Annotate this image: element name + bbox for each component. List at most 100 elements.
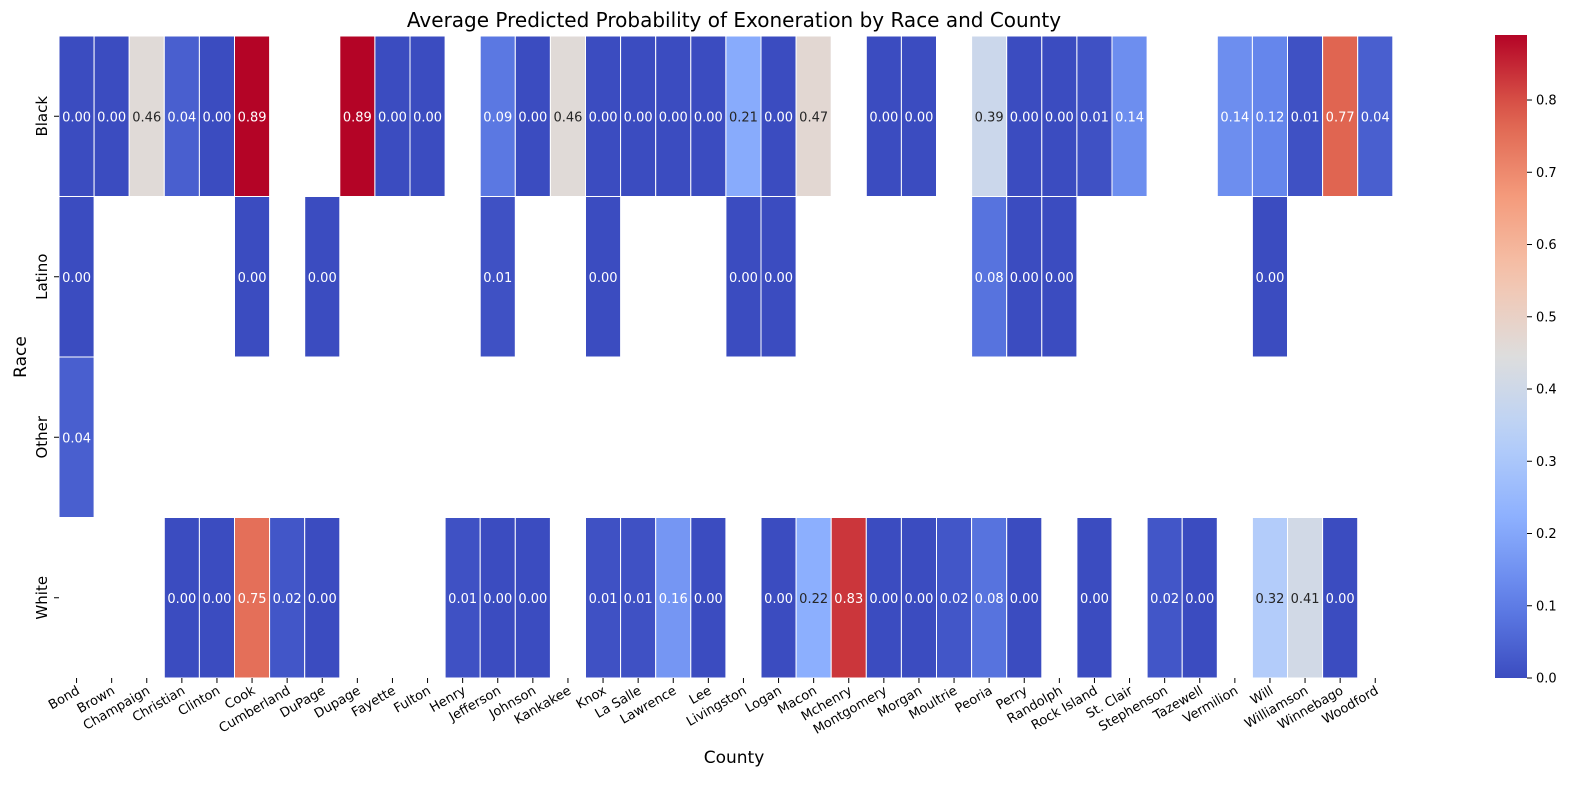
cell-value-label: 0.00 [167,592,196,607]
colorbar-gradient [1495,35,1527,678]
cell-value-label: 0.21 [729,110,758,125]
cell-value-label: 0.00 [694,110,723,125]
colorbar-tick-label: 0.4 [1536,383,1557,398]
cell-value-label: 0.02 [940,592,969,607]
heatmap-cell [1251,35,1289,197]
cell-value-label: 0.00 [869,592,898,607]
cell-value-label: 0.00 [97,110,126,125]
cell-value-label: 0.41 [1291,592,1320,607]
heatmap-cell [1251,517,1289,679]
heatmap-cell [1041,196,1078,358]
heatmap-cell [585,196,622,358]
y-axis-label: Race [11,336,31,378]
cell-value-label: 0.00 [764,110,793,125]
cell-value-label: 0.00 [659,110,688,125]
heatmap-cell [795,35,832,197]
cell-value-label: 0.89 [238,110,267,125]
heatmap-cell [514,517,551,679]
colorbar-tick-label: 0.0 [1536,672,1557,687]
heatmap-cell [479,35,516,197]
heatmap-cell [339,35,376,197]
heatmap-cell [760,196,797,358]
y-tick-label: White [33,576,51,620]
heatmap-cells: 0.00 0.00 0.46 0.04 0.00 0.89 0.89 0.00 0.00 0.09… [58,35,1394,679]
cell-value-label: 0.77 [1326,110,1355,125]
cell-value-label: 0.00 [1010,271,1039,286]
heatmap-cell [304,196,341,358]
heatmap-cell [690,517,727,679]
cell-value-label: 0.01 [1080,110,1109,125]
heatmap-cell [900,35,938,197]
cell-value-label: 0.02 [1150,592,1179,607]
colorbar-tick-label: 0.5 [1536,310,1557,325]
cell-value-label: 0.00 [202,592,231,607]
cell-value-label: 0.01 [1291,110,1320,125]
cell-value-label: 0.00 [1010,110,1039,125]
heatmap-cell [409,35,446,197]
heatmap-cell [58,35,95,197]
cell-value-label: 0.00 [1326,592,1355,607]
x-tick-label: Peoria [953,683,995,716]
x-tick-label: Fulton [391,683,433,716]
cell-value-label: 0.00 [764,271,793,286]
cell-value-label: 0.14 [1220,110,1249,125]
heatmap-cell [479,196,516,358]
heatmap-cell [936,517,973,679]
heatmap-cell [304,517,341,679]
heatmap-cell [549,35,587,197]
cell-value-label: 0.89 [343,110,372,125]
cell-value-label: 0.00 [589,271,618,286]
cell-value-label: 0.00 [694,592,723,607]
heatmap-cell [1181,517,1218,679]
heatmap-cell [58,356,95,518]
cell-value-label: 0.01 [448,592,477,607]
cell-value-label: 0.09 [483,110,512,125]
heatmap-cell [128,35,165,197]
colorbar-tick-label: 0.3 [1536,455,1557,470]
cell-value-label: 0.08 [975,592,1004,607]
cell-value-label: 0.00 [869,110,898,125]
cell-value-label: 0.02 [273,592,302,607]
heatmap-cell [971,196,1008,358]
cell-value-label: 0.46 [132,110,161,125]
y-tick-label: Latino [33,254,51,300]
cell-value-label: 0.00 [904,592,933,607]
cell-value-label: 0.00 [589,110,618,125]
heatmap-cell [760,517,797,679]
cell-value-label: 0.01 [483,271,512,286]
cell-value-label: 0.01 [589,592,618,607]
cell-value-label: 0.08 [975,271,1004,286]
cell-value-label: 0.00 [62,271,91,286]
cell-value-label: 0.32 [1255,592,1284,607]
heatmap-cell [234,35,271,197]
cell-value-label: 0.39 [975,110,1004,125]
heatmap-cell [444,517,481,679]
heatmap-cell [1287,35,1324,197]
cell-value-label: 0.22 [799,592,828,607]
heatmap-cell [1322,517,1359,679]
cell-value-label: 0.00 [729,271,758,286]
heatmap-cell [198,35,235,197]
cell-value-label: 0.00 [1080,592,1109,607]
cell-value-label: 0.00 [378,110,407,125]
cell-value-label: 0.00 [518,110,547,125]
heatmap-cell [1006,35,1043,197]
cell-value-label: 0.01 [624,592,653,607]
cell-value-label: 0.75 [238,592,267,607]
heatmap-cell [865,35,902,197]
heatmap-cell [865,517,902,679]
heatmap-cell [1216,35,1253,197]
x-axis-label: County [704,748,765,768]
chart-title: Average Predicted Probability of Exonera… [407,8,1061,32]
heatmap-cell [971,35,1008,197]
colorbar: 0.0 0.1 0.2 0.3 0.4 0.5 0.6 0.7 0.8 [1495,35,1557,687]
y-tick-label: Black [33,96,51,137]
cell-value-label: 0.00 [202,110,231,125]
cell-value-label: 0.00 [1045,271,1074,286]
y-axis: Black Latino Other White [33,96,59,620]
colorbar-tick-label: 0.1 [1536,599,1557,614]
heatmap-cell [725,196,762,358]
colorbar-tick-label: 0.2 [1536,527,1557,542]
y-tick-label: Other [33,415,51,458]
